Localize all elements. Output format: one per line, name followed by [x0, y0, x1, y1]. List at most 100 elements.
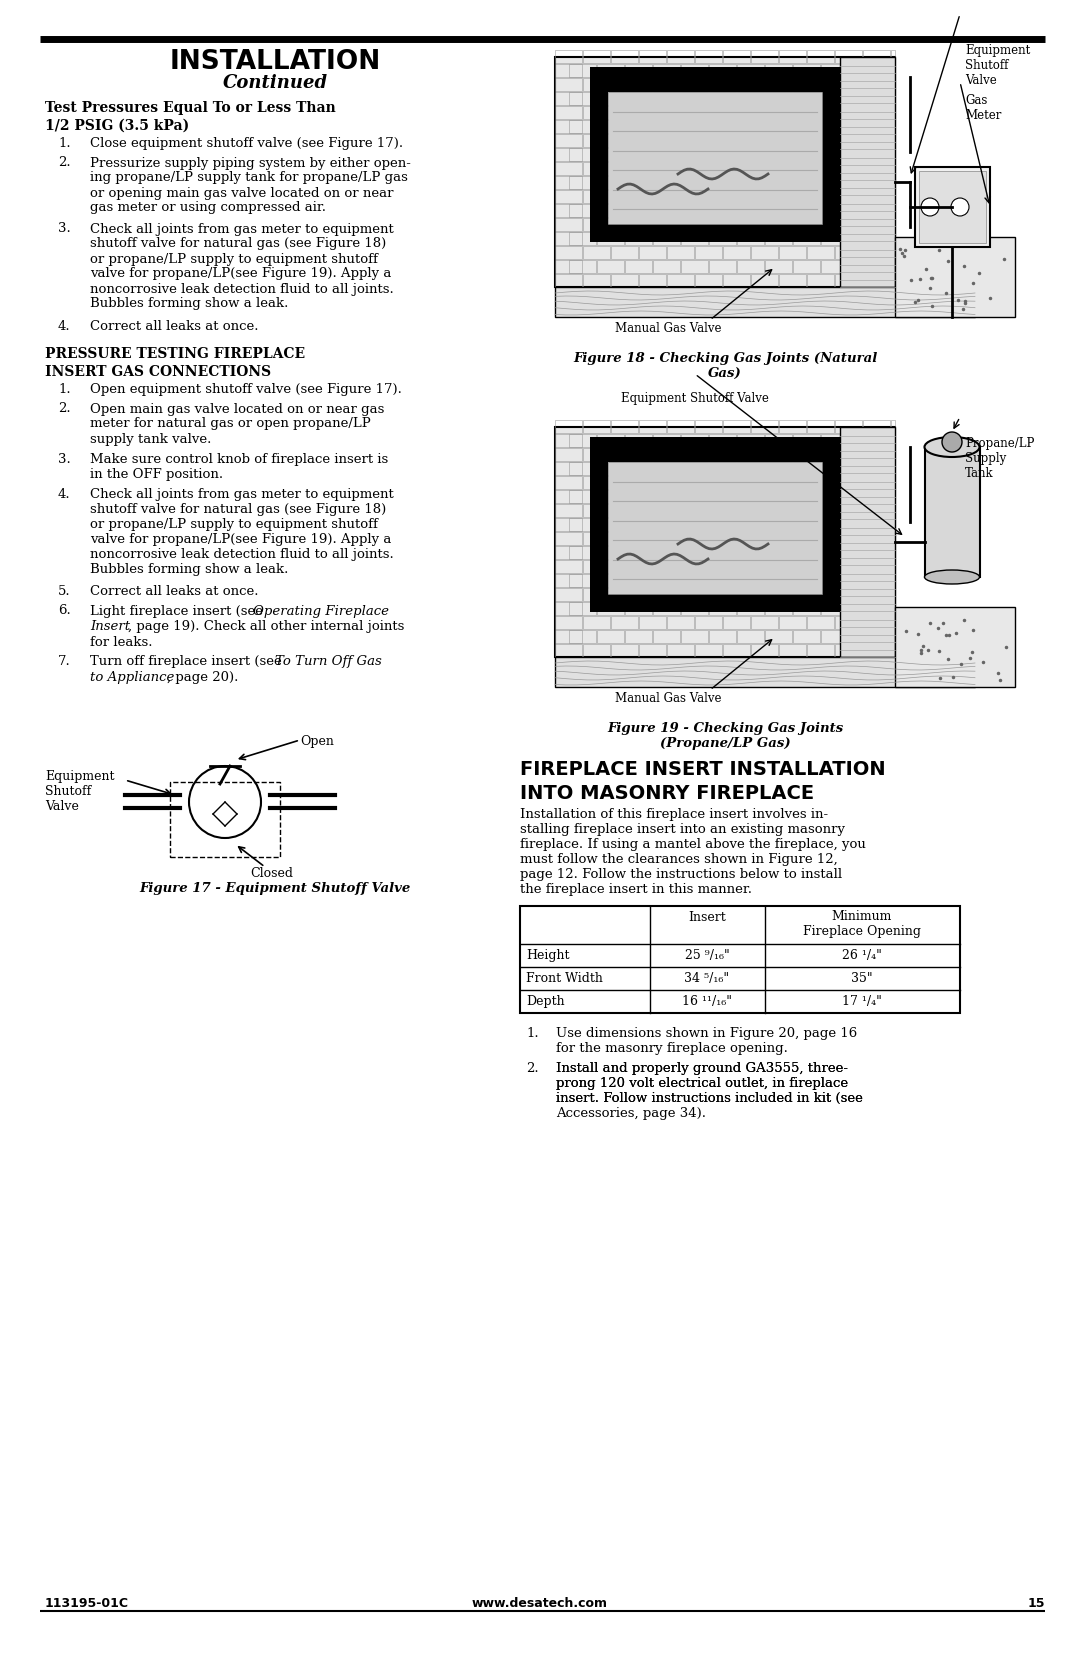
- Bar: [821, 260, 848, 274]
- Bar: [625, 491, 652, 502]
- Bar: [751, 644, 778, 658]
- Bar: [667, 504, 694, 517]
- Bar: [555, 574, 582, 587]
- Bar: [751, 245, 778, 259]
- Bar: [835, 561, 862, 572]
- Bar: [737, 574, 764, 587]
- Text: Open main gas valve located on or near gas
meter for natural gas or open propane: Open main gas valve located on or near g…: [90, 402, 384, 446]
- Bar: [583, 504, 610, 517]
- Bar: [779, 134, 806, 147]
- Bar: [639, 219, 666, 230]
- Text: 2.: 2.: [58, 157, 70, 170]
- Bar: [751, 447, 778, 461]
- Bar: [597, 204, 624, 217]
- Bar: [667, 245, 694, 259]
- Bar: [555, 219, 582, 230]
- Bar: [793, 517, 820, 531]
- Text: , page 20).: , page 20).: [167, 671, 239, 684]
- Bar: [877, 232, 895, 245]
- Bar: [779, 245, 806, 259]
- Bar: [708, 462, 735, 476]
- Bar: [891, 245, 895, 259]
- Bar: [708, 120, 735, 134]
- Bar: [835, 190, 862, 204]
- Text: 4.: 4.: [58, 487, 70, 501]
- Bar: [849, 462, 876, 476]
- Bar: [751, 134, 778, 147]
- Bar: [653, 491, 680, 502]
- Bar: [555, 616, 582, 629]
- Bar: [667, 162, 694, 175]
- Bar: [681, 63, 708, 77]
- Bar: [891, 219, 895, 230]
- Text: 1.: 1.: [58, 137, 70, 150]
- Bar: [708, 603, 735, 614]
- Text: Figure 17 - Equipment Shutoff Valve: Figure 17 - Equipment Shutoff Valve: [139, 881, 410, 895]
- Text: Height: Height: [526, 950, 569, 961]
- Bar: [919, 170, 986, 244]
- Text: 1/2 PSIG (3.5 kPa): 1/2 PSIG (3.5 kPa): [45, 118, 189, 134]
- Bar: [590, 594, 840, 613]
- Bar: [667, 219, 694, 230]
- Text: 5.: 5.: [58, 586, 70, 598]
- Bar: [877, 204, 895, 217]
- Bar: [779, 587, 806, 601]
- Bar: [625, 603, 652, 614]
- Bar: [170, 783, 280, 856]
- Bar: [751, 50, 778, 63]
- Bar: [681, 232, 708, 245]
- Text: Check all joints from gas meter to equipment
shutoff valve for natural gas (see : Check all joints from gas meter to equip…: [90, 487, 394, 576]
- Bar: [793, 175, 820, 189]
- Bar: [863, 421, 890, 432]
- Bar: [708, 546, 735, 559]
- Bar: [807, 587, 834, 601]
- Bar: [835, 532, 862, 546]
- Bar: [863, 107, 890, 118]
- Bar: [611, 421, 638, 432]
- Bar: [653, 260, 680, 274]
- Bar: [597, 491, 624, 502]
- Text: Manual Gas Valve: Manual Gas Valve: [615, 693, 721, 704]
- Bar: [696, 616, 723, 629]
- Text: Figure 19 - Checking Gas Joints
(Propane/LP Gas): Figure 19 - Checking Gas Joints (Propane…: [607, 723, 843, 749]
- Bar: [597, 175, 624, 189]
- Bar: [611, 616, 638, 629]
- Bar: [793, 491, 820, 502]
- Bar: [779, 644, 806, 658]
- Bar: [849, 149, 876, 160]
- Bar: [653, 232, 680, 245]
- Bar: [569, 260, 596, 274]
- Bar: [708, 232, 735, 245]
- Text: 34 ⁵/₁₆": 34 ⁵/₁₆": [685, 971, 730, 985]
- Text: Installation of this fireplace insert involves in-
stalling fireplace insert int: Installation of this fireplace insert in…: [519, 808, 866, 896]
- Bar: [779, 50, 806, 63]
- Bar: [737, 603, 764, 614]
- Bar: [625, 462, 652, 476]
- Bar: [793, 629, 820, 643]
- Bar: [708, 629, 735, 643]
- Bar: [849, 603, 876, 614]
- Bar: [723, 504, 750, 517]
- Bar: [681, 175, 708, 189]
- Bar: [835, 134, 862, 147]
- Bar: [793, 63, 820, 77]
- Text: 26 ¹/₄": 26 ¹/₄": [842, 950, 882, 961]
- Bar: [751, 107, 778, 118]
- Bar: [723, 190, 750, 204]
- Bar: [821, 546, 848, 559]
- Bar: [653, 149, 680, 160]
- Bar: [821, 232, 848, 245]
- Bar: [793, 434, 820, 447]
- Bar: [877, 175, 895, 189]
- Bar: [639, 587, 666, 601]
- Text: PRESSURE TESTING FIREPLACE: PRESSURE TESTING FIREPLACE: [45, 347, 306, 361]
- Bar: [555, 57, 895, 287]
- Bar: [681, 517, 708, 531]
- Bar: [667, 274, 694, 287]
- Bar: [597, 603, 624, 614]
- Bar: [696, 447, 723, 461]
- Bar: [779, 274, 806, 287]
- Bar: [765, 175, 792, 189]
- Text: Install and properly ground GA3555, three-
prong 120 volt electrical outlet, in : Install and properly ground GA3555, thre…: [556, 1061, 863, 1120]
- Bar: [877, 491, 895, 502]
